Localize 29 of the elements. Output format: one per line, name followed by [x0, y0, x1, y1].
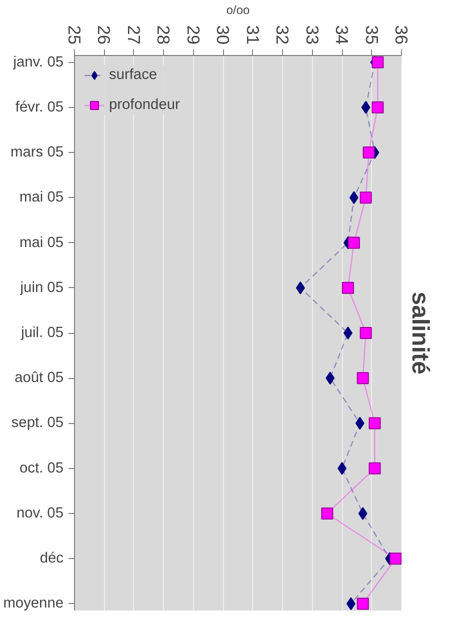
x-tick-label: 28: [154, 25, 174, 45]
y-tick-label: oct. 05: [20, 460, 64, 476]
y-tick-label: juil. 05: [20, 325, 64, 341]
legend-label: profondeur: [109, 97, 180, 113]
x-tick-label: 25: [64, 25, 84, 45]
x-tick-label: 36: [392, 25, 412, 45]
x-tick-label: 26: [94, 25, 114, 45]
y-tick-label: févr. 05: [15, 99, 64, 116]
y-tick-label: moyenne: [3, 596, 64, 612]
x-tick-label: 31: [242, 25, 263, 45]
x-axis-title: o/oo: [226, 3, 250, 18]
text: salinité: [406, 292, 434, 374]
legend-label: surface: [109, 67, 158, 83]
x-tick-label: 33: [302, 25, 322, 45]
y-tick-label: déc: [40, 550, 64, 567]
x-tick-label: 34: [332, 25, 352, 45]
x-tick-label: 29: [183, 25, 204, 45]
y-tick-label: août 05: [14, 370, 64, 386]
y-tick-label: sept. 05: [11, 415, 64, 432]
x-tick-label: 30: [213, 25, 234, 45]
y-tick-label: mai 05: [20, 234, 64, 251]
x-tick-label: 35: [362, 25, 382, 45]
y-tick-label: nov. 05: [16, 505, 64, 522]
x-tick-label: 27: [124, 25, 144, 45]
y-tick-label: janv. 05: [12, 54, 64, 70]
y-tick-label: mai 05: [20, 190, 64, 206]
y-tick-label: mars 05: [10, 144, 64, 161]
x-tick-label: 32: [272, 25, 293, 45]
y-tick-label: juin 05: [19, 280, 64, 296]
